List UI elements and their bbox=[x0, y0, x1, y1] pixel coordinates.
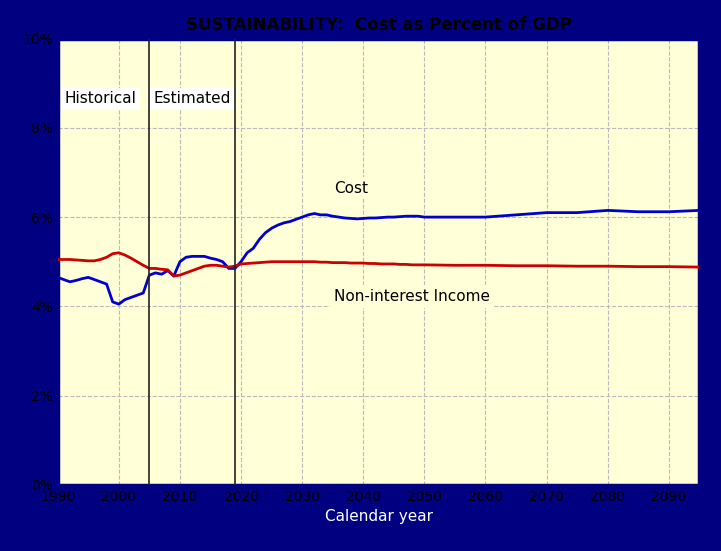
Text: Estimated: Estimated bbox=[154, 91, 231, 106]
Text: Historical: Historical bbox=[64, 91, 136, 106]
Text: Cost: Cost bbox=[334, 181, 368, 196]
Title: SUSTAINABILITY:  Cost as Percent of GDP: SUSTAINABILITY: Cost as Percent of GDP bbox=[185, 16, 572, 34]
Text: Non-interest Income: Non-interest Income bbox=[334, 289, 490, 304]
X-axis label: Calendar year: Calendar year bbox=[324, 509, 433, 525]
